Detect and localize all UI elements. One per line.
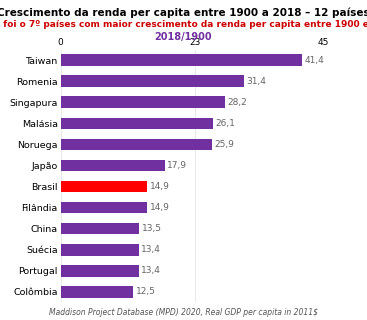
Text: 13,4: 13,4 — [141, 245, 161, 254]
Text: 14,9: 14,9 — [150, 203, 170, 212]
Text: 13,4: 13,4 — [141, 266, 161, 275]
Bar — [61, 54, 302, 66]
Bar — [61, 223, 139, 235]
Bar — [61, 244, 139, 256]
Text: 14,9: 14,9 — [150, 182, 170, 191]
Bar — [61, 117, 213, 129]
Bar — [61, 181, 148, 192]
Text: 41,4: 41,4 — [304, 56, 324, 65]
Bar — [61, 76, 244, 87]
Text: 17,9: 17,9 — [167, 161, 187, 170]
Text: 25,9: 25,9 — [214, 140, 234, 149]
Text: Crescimento da renda per capita entre 1900 a 2018 – 12 países: Crescimento da renda per capita entre 19… — [0, 7, 367, 18]
Bar — [61, 139, 212, 150]
Bar — [61, 286, 134, 298]
Text: 12,5: 12,5 — [136, 287, 156, 296]
Bar — [61, 202, 148, 213]
Text: Maddison Project Database (MPD) 2020, Real GDP per capita in 2011$: Maddison Project Database (MPD) 2020, Re… — [49, 308, 318, 317]
Bar — [61, 96, 225, 108]
Bar — [61, 160, 165, 171]
Text: 28,2: 28,2 — [227, 98, 247, 107]
Text: 26,1: 26,1 — [215, 119, 235, 128]
Text: Brasil foi o 7º países com maior crescimento da renda per capita entre 1900 e 20: Brasil foi o 7º países com maior crescim… — [0, 20, 367, 29]
Bar — [61, 265, 139, 276]
Text: 31,4: 31,4 — [246, 77, 266, 86]
Text: 2018/1900: 2018/1900 — [155, 32, 212, 42]
Text: 13,5: 13,5 — [142, 224, 161, 233]
